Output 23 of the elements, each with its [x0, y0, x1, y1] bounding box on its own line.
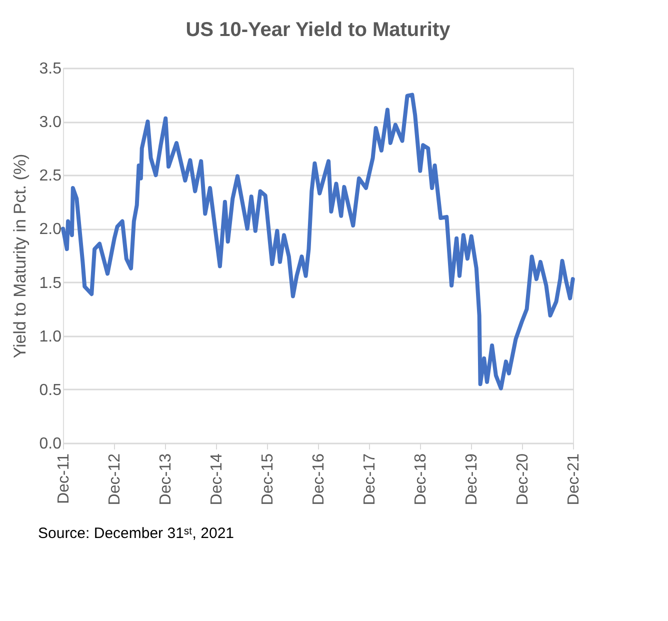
x-tick-label: Dec-19 [463, 453, 480, 506]
chart-title: US 10-Year Yield to Maturity [186, 19, 452, 41]
source-note: Source: December 31ˢᵗ, 2021 [38, 525, 234, 542]
x-tick-label: Dec-13 [158, 453, 175, 506]
y-tick-label: 1.0 [39, 328, 62, 346]
x-tick-label: Dec-17 [362, 453, 379, 506]
y-tick-label: 3.5 [39, 60, 62, 78]
x-tick-label: Dec-11 [56, 453, 72, 504]
x-tick-label: Dec-14 [208, 453, 226, 506]
x-tick-label: Dec-15 [259, 453, 276, 506]
x-tick-label: Dec-21 [566, 453, 582, 506]
y-tick-label: 2.0 [39, 221, 62, 238]
x-tick-label: Dec-12 [106, 453, 124, 506]
y-tick-label: 1.5 [39, 274, 62, 292]
x-tick-label: Dec-20 [514, 453, 532, 506]
y-tick-label: 0.0 [39, 436, 62, 452]
line-series [61, 92, 575, 390]
y-tick-label: 0.5 [39, 382, 62, 399]
y-axis-title: Yield to Maturity in Pct. (%) [10, 154, 30, 358]
y-tick-label: 2.5 [39, 168, 62, 185]
x-tick-label: Dec-16 [310, 453, 328, 506]
y-tick-label: 3.0 [39, 114, 62, 132]
x-tick-label: Dec-18 [412, 453, 430, 506]
